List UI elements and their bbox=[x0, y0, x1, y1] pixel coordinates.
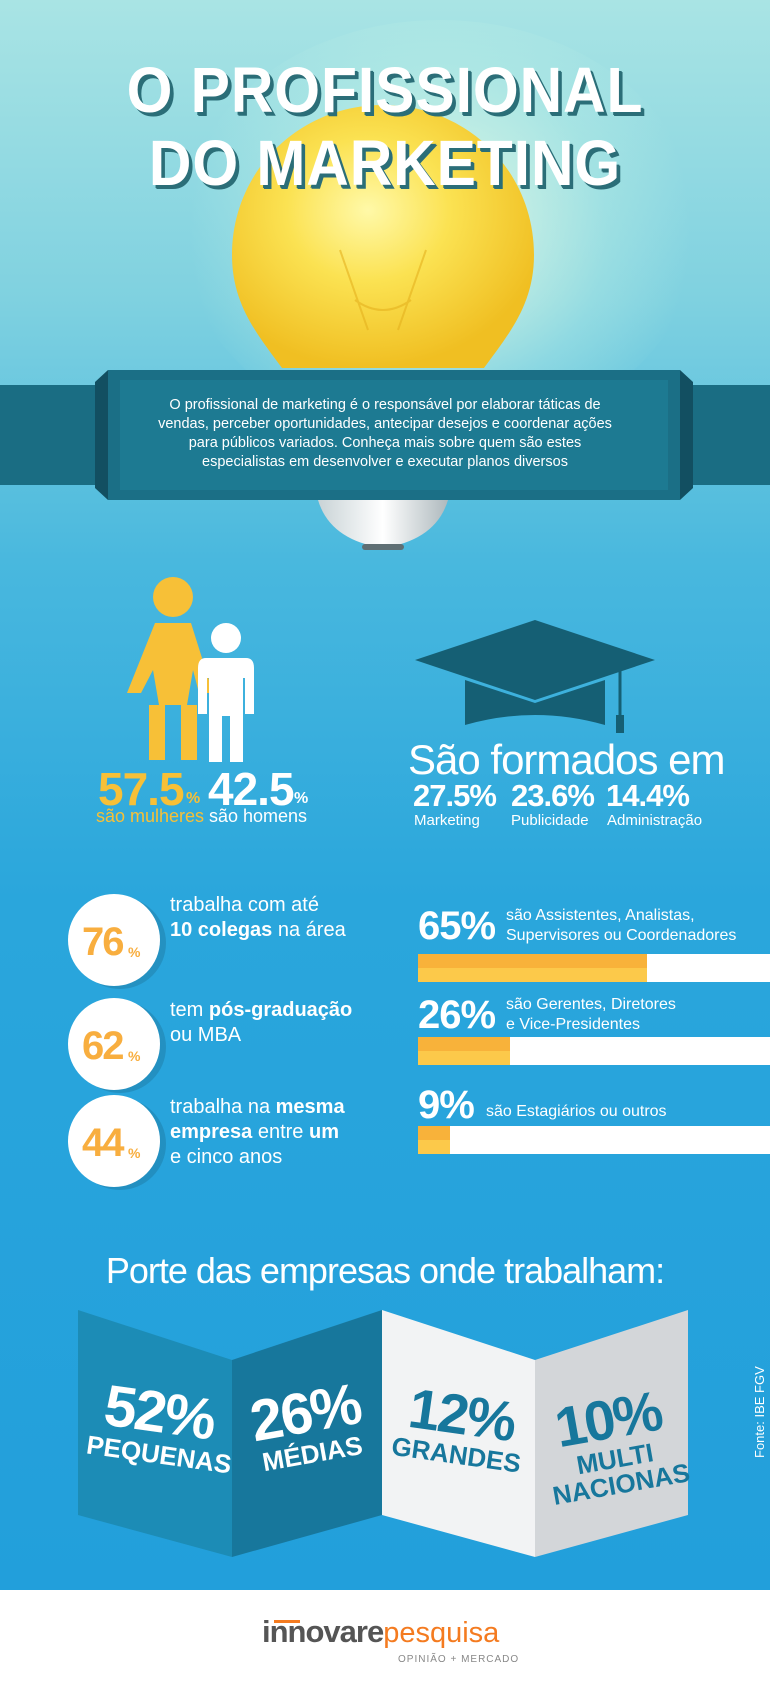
position-pct-2: 26% bbox=[418, 993, 496, 1037]
footer: innovarepesquisa OPINIÃO + MERCADO bbox=[0, 1590, 770, 1685]
stat-circle-postgrad: 62 % bbox=[68, 998, 160, 1090]
men-label: são homens bbox=[209, 806, 308, 826]
circle-unit: % bbox=[128, 944, 141, 960]
same-company-text: trabalha na mesma empresa entre um e cin… bbox=[170, 1096, 345, 1168]
position-bar-2 bbox=[418, 1037, 770, 1065]
education-label-1: Marketing bbox=[414, 812, 480, 829]
position-label-1: são Assistentes, Analistas, Supervisores … bbox=[506, 907, 737, 944]
position-bar-1 bbox=[418, 954, 770, 982]
company-multinational: 10% MULTI NACIONAS bbox=[550, 1378, 693, 1511]
education-value-3: 14.4% bbox=[606, 778, 690, 813]
education-label-3: Administração bbox=[607, 812, 703, 829]
men-value: 42.5 bbox=[208, 763, 295, 815]
colleagues-text: trabalha com até 10 colegas na área bbox=[170, 894, 346, 941]
source-note: Fonte: IBE FGV bbox=[752, 1366, 767, 1458]
position-bar-fill-2 bbox=[418, 1037, 510, 1065]
position-pct-1: 65% bbox=[418, 904, 496, 948]
light-bulb-icon bbox=[232, 105, 534, 550]
circle-value: 62 bbox=[82, 1024, 124, 1068]
circle-value: 44 bbox=[82, 1121, 124, 1165]
company-size-panels bbox=[78, 1310, 688, 1557]
man-icon bbox=[198, 623, 254, 762]
position-bar-fill-3 bbox=[418, 1126, 450, 1154]
circle-unit: % bbox=[128, 1145, 141, 1161]
position-label-3: são Estagiários ou outros bbox=[486, 1103, 667, 1120]
brand-tagline: OPINIÃO + MERCADO bbox=[398, 1654, 520, 1665]
brand-name-part1: innovare bbox=[262, 1614, 384, 1649]
postgrad-text: tem pós-graduação ou MBA bbox=[170, 999, 353, 1046]
circle-unit: % bbox=[128, 1048, 141, 1064]
women-value: 57.5 bbox=[98, 763, 185, 815]
stat-circle-colleagues: 76 % bbox=[68, 894, 160, 986]
women-unit: % bbox=[186, 790, 201, 807]
stat-circle-same-company: 44 % bbox=[68, 1095, 160, 1187]
position-bar-fill-1 bbox=[418, 954, 647, 982]
circle-value: 76 bbox=[82, 920, 124, 964]
women-label: são mulheres bbox=[96, 806, 205, 826]
company-large: 12% GRANDES bbox=[389, 1376, 523, 1479]
brand-name-part2: pesquisa bbox=[383, 1617, 500, 1649]
men-unit: % bbox=[294, 790, 309, 807]
woman-icon bbox=[127, 577, 213, 760]
intro-banner bbox=[0, 370, 770, 500]
education-label-2: Publicidade bbox=[511, 812, 589, 829]
position-bar-3 bbox=[418, 1126, 770, 1154]
education-value-2: 23.6% bbox=[511, 778, 595, 813]
page-title-line1: O PROFISSIONAL bbox=[126, 54, 644, 126]
education-heading: São formados em bbox=[408, 736, 725, 783]
position-label-2: são Gerentes, Diretores e Vice-Presidente… bbox=[506, 996, 676, 1033]
companies-heading: Porte das empresas onde trabalham: bbox=[105, 1250, 665, 1291]
graduation-cap-icon bbox=[415, 620, 655, 733]
brand-logo: innovarepesquisa bbox=[262, 1614, 499, 1650]
page-title-line2: DO MARKETING bbox=[148, 127, 622, 199]
intro-text: O profissional de marketing é o responsá… bbox=[158, 397, 612, 470]
position-pct-3: 9% bbox=[418, 1083, 475, 1127]
education-value-1: 27.5% bbox=[413, 778, 497, 813]
company-small: 52% PEQUENAS bbox=[84, 1372, 234, 1480]
logo-accent bbox=[274, 1620, 300, 1623]
